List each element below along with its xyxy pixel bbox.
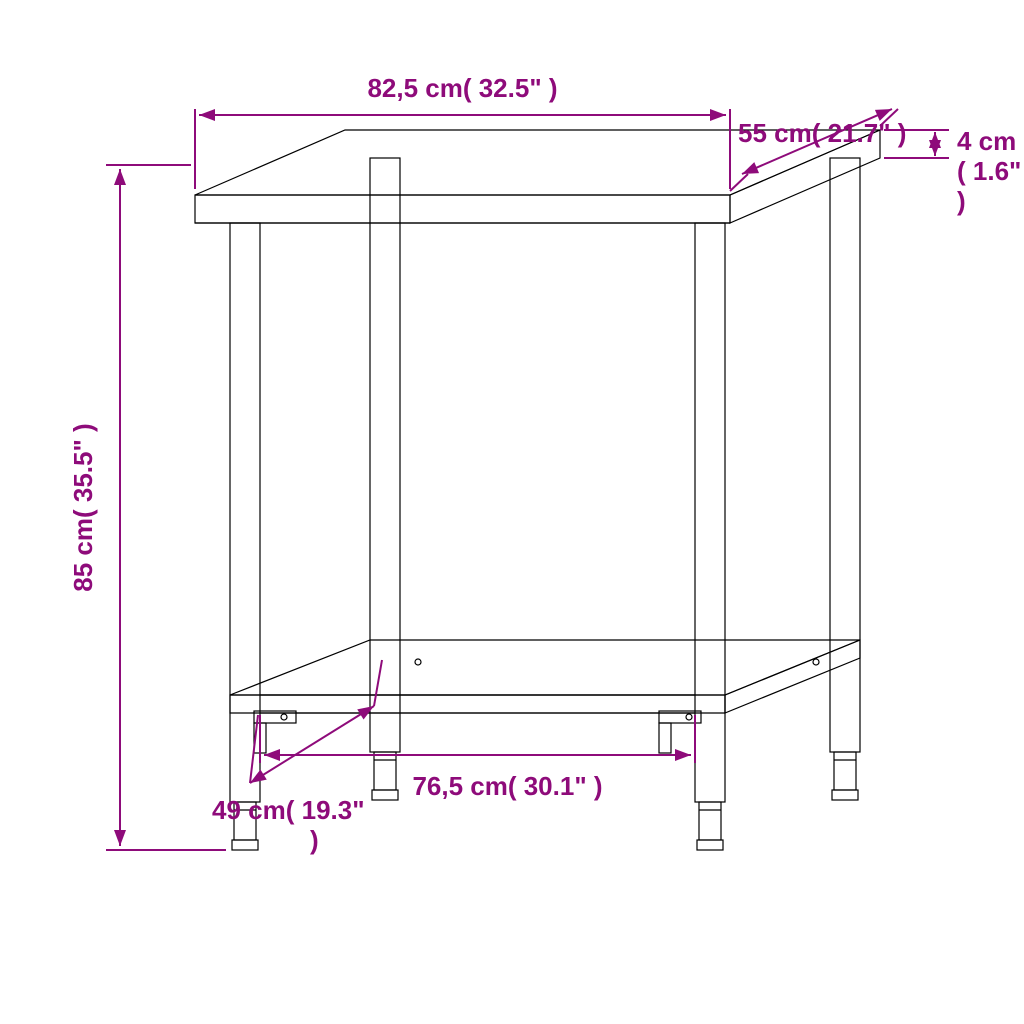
dim-shelf-depth-2: )	[310, 825, 319, 855]
dim-shelf-width: 76,5 cm( 30.1" )	[412, 771, 602, 801]
dim-thickness-2: ( 1.6"	[957, 156, 1021, 186]
dim-depth-top: 55 cm( 21.7" )	[738, 118, 906, 148]
table-leg	[695, 223, 725, 850]
table-leg	[230, 223, 260, 850]
dim-width-top: 82,5 cm( 32.5" )	[367, 73, 557, 103]
dim-height: 85 cm( 35.5" )	[68, 423, 98, 591]
dim-thickness-3: )	[957, 186, 966, 216]
table-leg	[830, 158, 860, 800]
dim-shelf-depth-1: 49 cm( 19.3"	[212, 795, 365, 825]
dim-thickness-1: 4 cm	[957, 126, 1016, 156]
